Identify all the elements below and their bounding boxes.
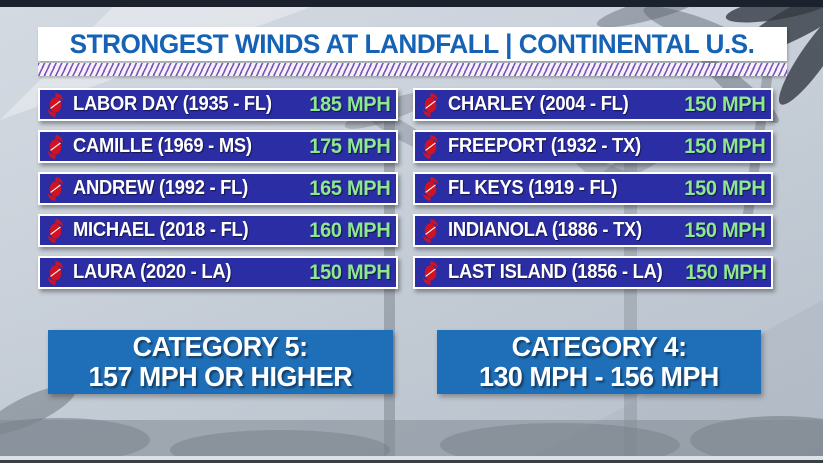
hurricane-icon [422,176,439,201]
category-5-range: 157 MPH OR HIGHER [88,361,353,392]
wind-speed: 175 MPH [308,134,390,158]
storm-label: MICHAEL (2018 - FL) [73,219,249,241]
storm-label: CAMILLE (1969 - MS) [73,135,252,157]
wind-speed: 165 MPH [308,176,390,200]
wind-speed: 150 MPH [683,92,765,116]
category-4-range: 130 MPH - 156 MPH [479,361,719,392]
storm-label: INDIANOLA (1886 - TX) [448,219,642,241]
storm-label: LAST ISLAND (1856 - LA) [448,261,663,283]
hurricane-icon [422,260,439,285]
hurricane-icon [47,134,64,159]
top-letterbox-bar [0,0,823,7]
hurricane-icon [47,218,64,243]
bottom-light-strip [0,456,823,460]
storm-row: FL KEYS (1919 - FL) 150 MPH [413,172,773,205]
storm-row: CHARLEY (2004 - FL) 150 MPH [413,88,773,121]
page-title: STRONGEST WINDS AT LANDFALL | CONTINENTA… [70,28,755,59]
storm-label: CHARLEY (2004 - FL) [448,93,629,115]
storm-row: ANDREW (1992 - FL) 165 MPH [38,172,398,205]
storm-row: MICHAEL (2018 - FL) 160 MPH [38,214,398,247]
category-5-title: CATEGORY 5: [133,331,308,362]
wind-speed: 150 MPH [683,176,765,200]
hatched-divider [38,63,787,76]
wind-speed: 185 MPH [308,92,390,116]
storm-row: LABOR DAY (1935 - FL) 185 MPH [38,88,398,121]
storm-row: CAMILLE (1969 - MS) 175 MPH [38,130,398,163]
hurricane-icon [422,92,439,117]
storm-row: INDIANOLA (1886 - TX) 150 MPH [413,214,773,247]
storm-row: LAST ISLAND (1856 - LA) 150 MPH [413,256,773,289]
wind-speed: 160 MPH [308,218,390,242]
wind-speed: 150 MPH [685,260,767,284]
wind-speed: 150 MPH [683,218,765,242]
storm-column-left: LABOR DAY (1935 - FL) 185 MPH CAMILLE (1… [38,88,398,289]
hurricane-icon [422,134,439,159]
wind-speed: 150 MPH [683,134,765,158]
hurricane-icon [422,218,439,243]
bottom-dark-strip [0,460,823,463]
hurricane-icon [47,176,64,201]
category-4-box: CATEGORY 4: 130 MPH - 156 MPH [437,330,761,394]
hurricane-icon [47,260,64,285]
storm-row: LAURA (2020 - LA) 150 MPH [38,256,398,289]
storm-label: LAURA (2020 - LA) [73,261,232,283]
hurricane-icon [47,92,64,117]
storm-label: ANDREW (1992 - FL) [73,177,248,199]
category-4-title: CATEGORY 4: [511,331,687,362]
storm-row: FREEPORT (1932 - TX) 150 MPH [413,130,773,163]
category-5-box: CATEGORY 5: 157 MPH OR HIGHER [48,330,393,394]
title-banner: STRONGEST WINDS AT LANDFALL | CONTINENTA… [38,27,787,61]
wind-speed: 150 MPH [308,260,390,284]
storm-column-right: CHARLEY (2004 - FL) 150 MPH FREEPORT (19… [413,88,773,289]
bottom-photo-band [0,420,823,456]
storm-label: LABOR DAY (1935 - FL) [73,93,272,115]
storm-label: FREEPORT (1932 - TX) [448,135,641,157]
storm-label: FL KEYS (1919 - FL) [448,177,618,199]
